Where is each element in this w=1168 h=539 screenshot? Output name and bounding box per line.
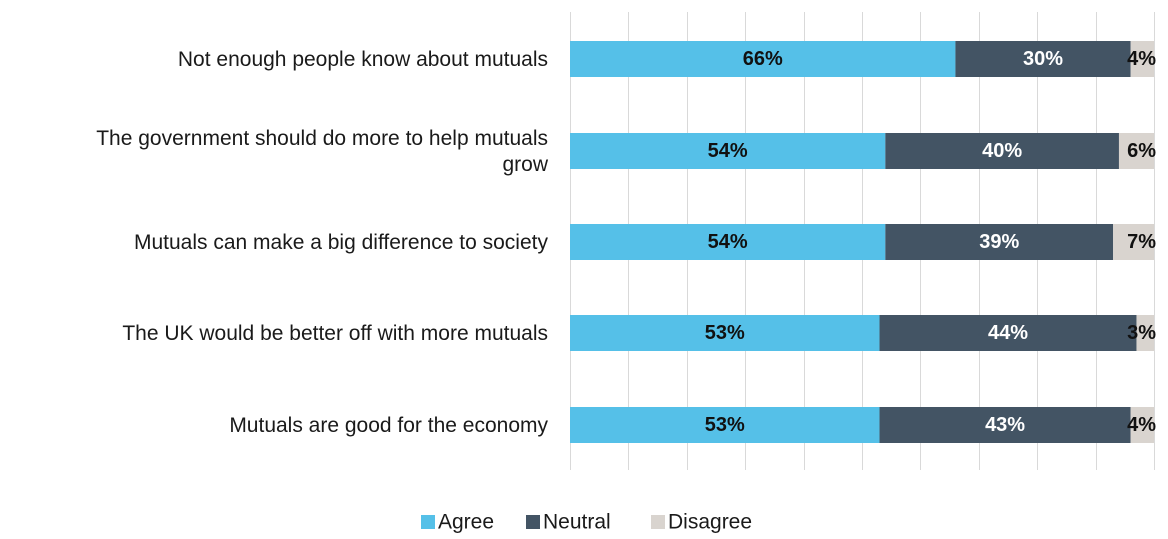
data-label-agree: 53% [705, 414, 745, 436]
category-label-line: Mutuals can make a big difference to soc… [134, 231, 549, 254]
data-label-neutral: 30% [1023, 48, 1063, 70]
category-labels: Not enough people know about mutuals The … [96, 48, 549, 437]
data-label-disagree: 4% [1127, 414, 1156, 436]
legend-label-agree: Agree [438, 511, 494, 534]
category-label: The government should do more to help mu… [96, 127, 549, 176]
data-label-agree: 66% [743, 48, 783, 70]
bar-segment-agree [570, 407, 880, 443]
category-label-line: grow [502, 153, 548, 176]
category-label: Mutuals can make a big difference to soc… [134, 231, 549, 254]
bar-segment-agree [570, 133, 886, 169]
category-label: The UK would be better off with more mut… [122, 322, 548, 345]
legend-label-disagree: Disagree [668, 511, 752, 534]
legend: Agree Neutral Disagree [421, 511, 752, 534]
data-label-neutral: 44% [988, 322, 1028, 344]
data-label-disagree: 7% [1127, 231, 1156, 253]
category-label-line: The government should do more to help mu… [96, 127, 548, 150]
legend-swatch-agree [421, 515, 435, 529]
bar-segment-neutral [879, 407, 1131, 443]
bar-segment-neutral [885, 133, 1119, 169]
data-labels: 66% 30% 4% 54% 40% 6% 54% 39% 7% 53% 44% 3% 53% 43% 4% [705, 48, 1156, 436]
category-label-line: Not enough people know about mutuals [178, 48, 548, 71]
bar-segment-neutral [885, 224, 1114, 260]
category-label: Mutuals are good for the economy [229, 414, 548, 437]
data-label-disagree: 6% [1127, 140, 1156, 162]
legend-swatch-neutral [526, 515, 540, 529]
category-label: Not enough people know about mutuals [178, 48, 548, 71]
data-label-neutral: 43% [985, 414, 1025, 436]
bar-segment-neutral [879, 315, 1137, 351]
data-label-disagree: 3% [1127, 322, 1156, 344]
bar-segment-disagree [1113, 224, 1154, 260]
data-label-neutral: 40% [982, 140, 1022, 162]
bar-segment-agree [570, 41, 956, 77]
legend-swatch-disagree [651, 515, 665, 529]
bar-segment-disagree [1130, 407, 1154, 443]
bar-segment-neutral [955, 41, 1131, 77]
data-label-agree: 53% [705, 322, 745, 344]
data-label-disagree: 4% [1127, 48, 1156, 70]
category-label-line: The UK would be better off with more mut… [122, 322, 548, 345]
legend-label-neutral: Neutral [543, 511, 611, 534]
data-label-agree: 54% [708, 231, 748, 253]
bar-segment-agree [570, 224, 886, 260]
data-label-neutral: 39% [979, 231, 1019, 253]
data-label-agree: 54% [708, 140, 748, 162]
bar-segment-agree [570, 315, 880, 351]
bar-segment-disagree [1136, 315, 1154, 351]
bar-segment-disagree [1130, 41, 1154, 77]
category-label-line: Mutuals are good for the economy [229, 414, 548, 437]
bar-segment-disagree [1118, 133, 1154, 169]
bars [570, 41, 1154, 443]
